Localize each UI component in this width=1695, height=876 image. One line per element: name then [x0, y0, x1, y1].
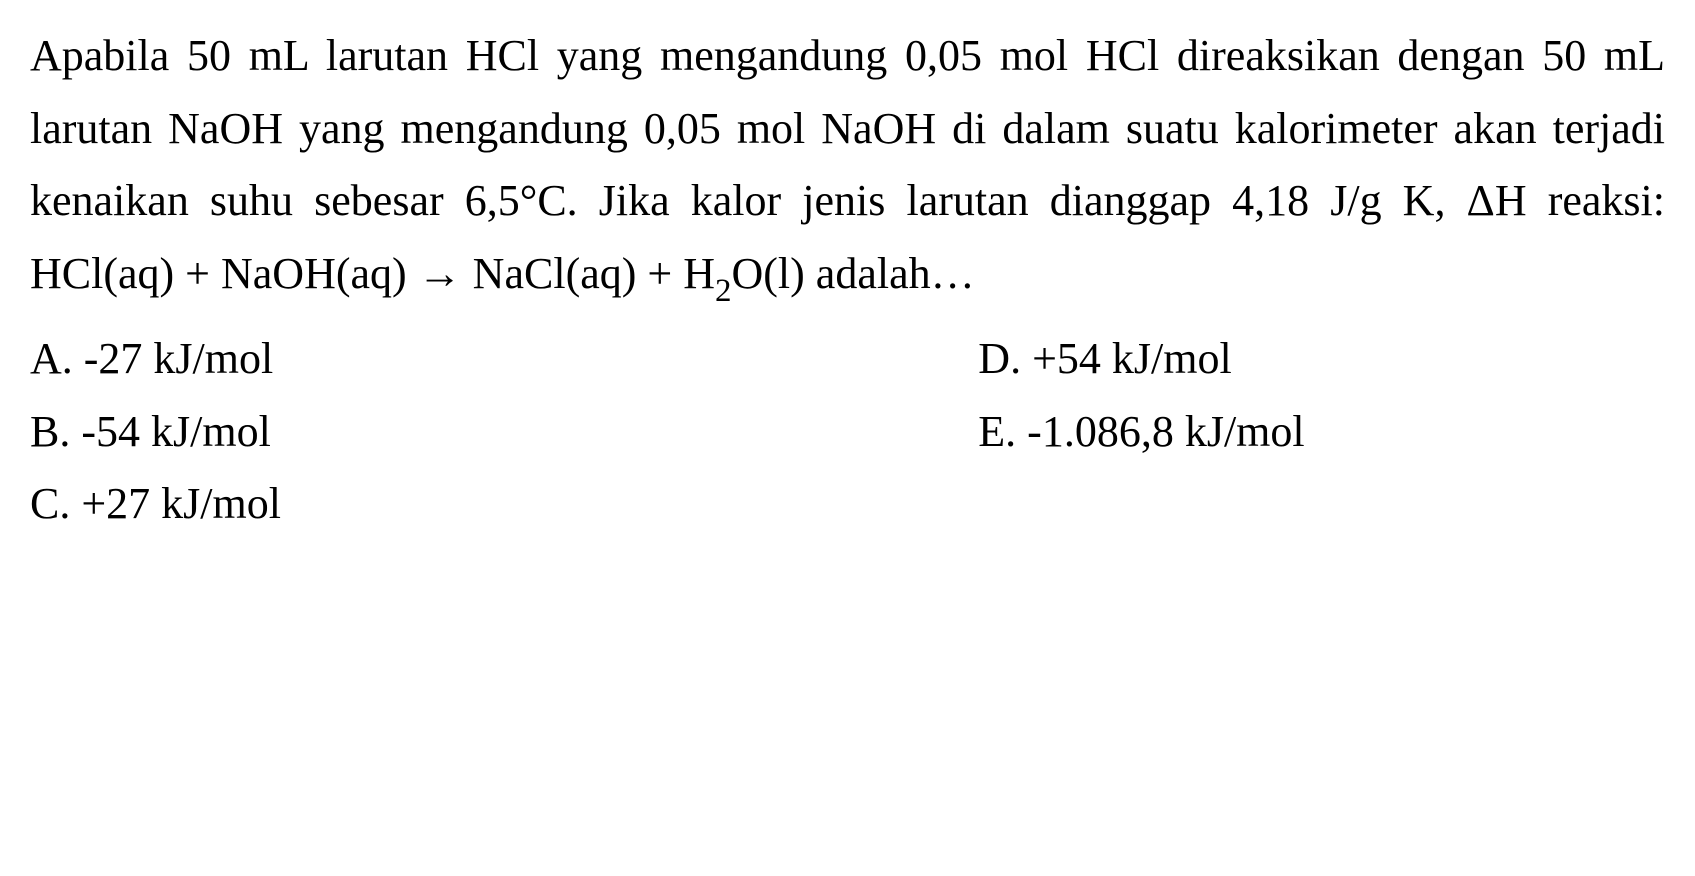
option-e: E. -1.086,8 kJ/mol	[978, 396, 1665, 469]
option-empty	[978, 468, 1665, 541]
reaction-subscript: 2	[715, 273, 732, 309]
reaction-equation: HCl(aq) + NaOH(aq) → NaCl(aq) + H2O(l) a…	[30, 249, 975, 298]
option-c: C. +27 kJ/mol	[30, 468, 978, 541]
option-b: B. -54 kJ/mol	[30, 396, 978, 469]
reaction-prefix: HCl(aq) + NaOH(aq) → NaCl(aq) + H	[30, 249, 715, 298]
option-row-1: A. -27 kJ/mol D. +54 kJ/mol	[30, 323, 1665, 396]
option-row-2: B. -54 kJ/mol E. -1.086,8 kJ/mol	[30, 396, 1665, 469]
reaction-suffix: O(l) adalah…	[732, 249, 975, 298]
option-a: A. -27 kJ/mol	[30, 323, 978, 396]
option-row-3: C. +27 kJ/mol	[30, 468, 1665, 541]
option-d: D. +54 kJ/mol	[978, 323, 1665, 396]
question-body: Apabila 50 mL larutan HCl yang mengandun…	[30, 20, 1665, 315]
question-paragraph: Apabila 50 mL larutan HCl yang mengandun…	[30, 31, 1665, 225]
options-list: A. -27 kJ/mol D. +54 kJ/mol B. -54 kJ/mo…	[30, 323, 1665, 541]
